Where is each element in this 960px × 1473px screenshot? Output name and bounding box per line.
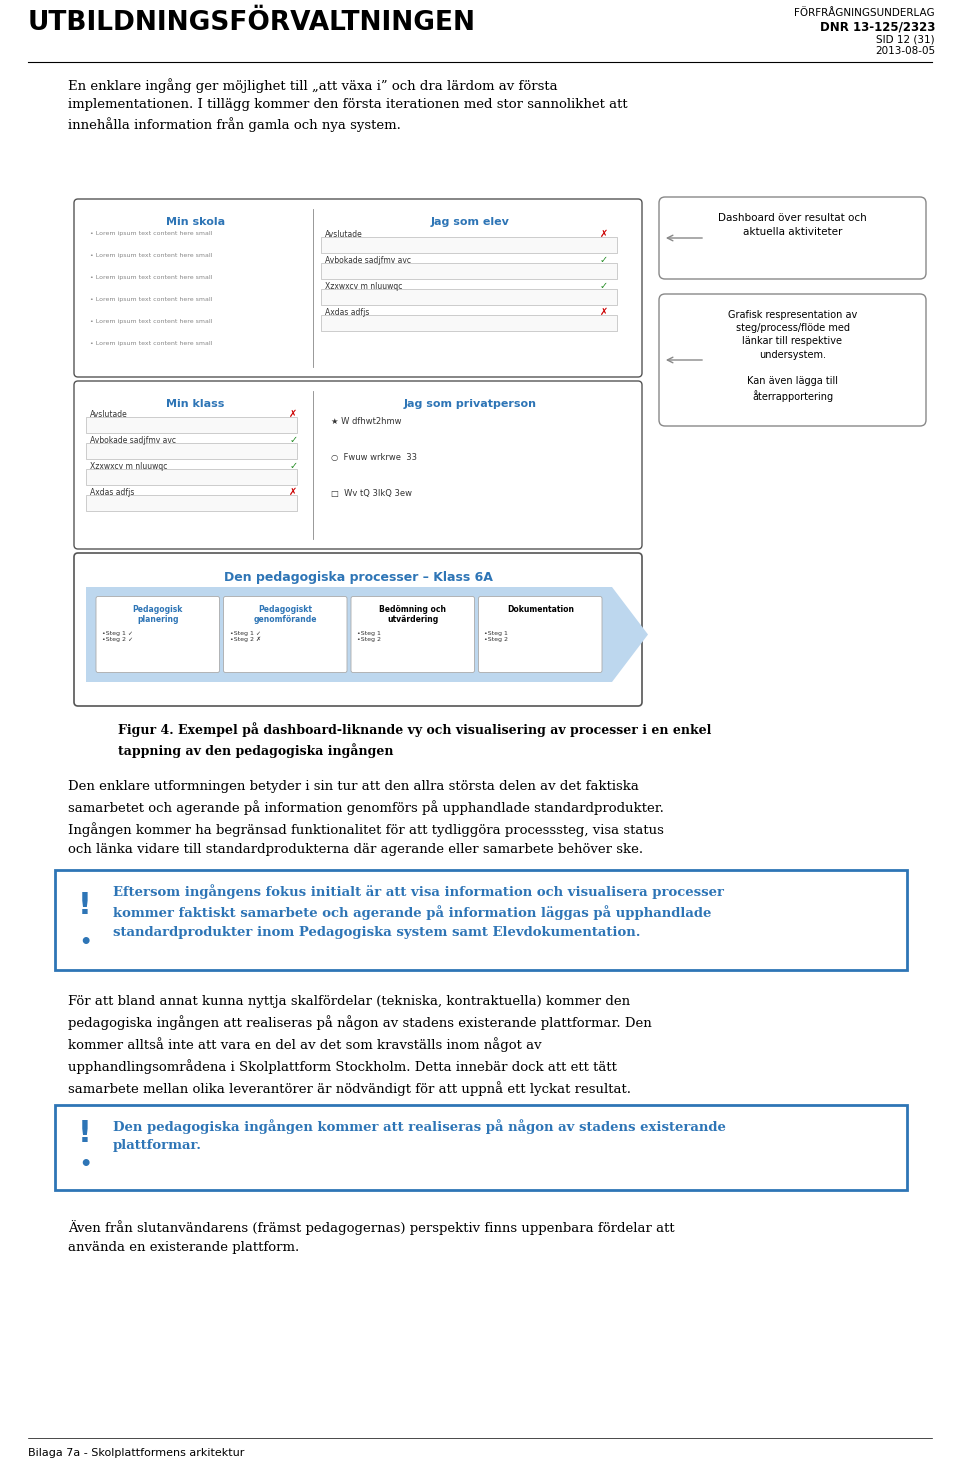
Text: Den pedagogiska ingången kommer att realiseras på någon av stadens existerande
p: Den pedagogiska ingången kommer att real… [113, 1119, 726, 1152]
Text: •: • [79, 932, 91, 952]
Text: 2013-08-05: 2013-08-05 [875, 46, 935, 56]
Text: Grafisk respresentation av
steg/process/flöde med
länkar till respektive
undersy: Grafisk respresentation av steg/process/… [728, 309, 857, 402]
Text: För att bland annat kunna nyttja skalfördelar (tekniska, kontraktuella) kommer d: För att bland annat kunna nyttja skalför… [68, 994, 652, 1096]
Text: Bilaga 7a - Skolplattformens arkitektur: Bilaga 7a - Skolplattformens arkitektur [28, 1448, 245, 1458]
FancyBboxPatch shape [351, 597, 474, 673]
Text: •Steg 1 ✓
•Steg 2 ✗: •Steg 1 ✓ •Steg 2 ✗ [229, 630, 261, 642]
FancyBboxPatch shape [224, 597, 347, 673]
Text: FÖRFRÅGNINGSUNDERLAG: FÖRFRÅGNINGSUNDERLAG [794, 7, 935, 18]
Text: Min klass: Min klass [166, 399, 225, 409]
Text: •: • [79, 1155, 91, 1174]
Polygon shape [86, 588, 648, 682]
Bar [86, 495, 298, 511]
Bar [322, 315, 616, 331]
Text: ✓: ✓ [289, 461, 298, 471]
FancyBboxPatch shape [74, 199, 642, 377]
Text: Xzxwxcv m nluuwqc: Xzxwxcv m nluuwqc [325, 281, 402, 292]
Text: Axdas adfjs: Axdas adfjs [90, 488, 134, 496]
FancyBboxPatch shape [659, 197, 926, 278]
Text: Figur 4. Exempel på dashboard-liknande vy och visualisering av processer i en en: Figur 4. Exempel på dashboard-liknande v… [118, 722, 711, 757]
Bar [322, 237, 616, 253]
Bar [322, 289, 616, 305]
Bar [322, 264, 616, 278]
Text: Min skola: Min skola [166, 217, 226, 227]
Text: ○  Fwuw wrkrwe  33: ○ Fwuw wrkrwe 33 [331, 454, 418, 463]
Text: Jag som privatperson: Jag som privatperson [403, 399, 537, 409]
Text: Xzxwxcv m nluuwqc: Xzxwxcv m nluuwqc [90, 463, 167, 471]
Text: ✗: ✗ [289, 409, 298, 418]
Text: • Lorem ipsum text content here small: • Lorem ipsum text content here small [90, 298, 212, 302]
Text: !: ! [78, 891, 92, 919]
Text: Eftersom ingångens fokus initialt är att visa information och visualisera proces: Eftersom ingångens fokus initialt är att… [113, 884, 724, 938]
Text: Även från slutanvändarens (främst pedagogernas) perspektiv finns uppenbara förde: Även från slutanvändarens (främst pedago… [68, 1220, 675, 1254]
Text: • Lorem ipsum text content here small: • Lorem ipsum text content here small [90, 275, 212, 280]
Text: UTBILDNINGSFÖRVALTNINGEN: UTBILDNINGSFÖRVALTNINGEN [28, 10, 476, 35]
Text: • Lorem ipsum text content here small: • Lorem ipsum text content here small [90, 253, 212, 258]
FancyBboxPatch shape [55, 871, 907, 971]
Text: Bedömning och
utvärdering: Bedömning och utvärdering [379, 604, 446, 625]
Text: □  Wv tQ 3IkQ 3ew: □ Wv tQ 3IkQ 3ew [331, 489, 412, 498]
FancyBboxPatch shape [74, 552, 642, 706]
FancyBboxPatch shape [96, 597, 220, 673]
Text: ✓: ✓ [600, 255, 608, 265]
Text: • Lorem ipsum text content here small: • Lorem ipsum text content here small [90, 342, 212, 346]
Text: Jag som elev: Jag som elev [431, 217, 510, 227]
Text: ✗: ✗ [289, 488, 298, 496]
Text: Pedagogisk
planering: Pedagogisk planering [132, 604, 183, 625]
Text: •Steg 1
•Steg 2: •Steg 1 •Steg 2 [357, 630, 381, 642]
Text: !: ! [78, 1118, 92, 1147]
Text: Den enklare utformningen betyder i sin tur att den allra största delen av det fa: Den enklare utformningen betyder i sin t… [68, 781, 664, 856]
Text: ✓: ✓ [289, 435, 298, 445]
Text: Avbokade sadjfmv avc: Avbokade sadjfmv avc [325, 256, 411, 265]
Text: Dashboard över resultat och
aktuella aktiviteter: Dashboard över resultat och aktuella akt… [718, 214, 867, 237]
Bar [86, 443, 298, 460]
Text: Axdas adfjs: Axdas adfjs [325, 308, 370, 317]
FancyBboxPatch shape [55, 1105, 907, 1190]
Text: SID 12 (31): SID 12 (31) [876, 34, 935, 44]
Text: ✓: ✓ [600, 281, 608, 292]
Text: • Lorem ipsum text content here small: • Lorem ipsum text content here small [90, 320, 212, 324]
Text: ✗: ✗ [600, 228, 608, 239]
Text: Dokumentation: Dokumentation [507, 604, 574, 613]
Text: ★ W dfhwt2hmw: ★ W dfhwt2hmw [331, 417, 401, 426]
Text: •Steg 1
•Steg 2: •Steg 1 •Steg 2 [485, 630, 509, 642]
Text: Avslutade: Avslutade [90, 409, 128, 418]
Text: Den pedagogiska processer – Klass 6A: Den pedagogiska processer – Klass 6A [224, 572, 492, 583]
Text: • Lorem ipsum text content here small: • Lorem ipsum text content here small [90, 231, 212, 236]
Text: Avslutade: Avslutade [325, 230, 363, 239]
Bar [86, 417, 298, 433]
Text: En enklare ingång ger möjlighet till „att växa i” och dra lärdom av första
imple: En enklare ingång ger möjlighet till „at… [68, 78, 628, 131]
Text: DNR 13-125/2323: DNR 13-125/2323 [820, 21, 935, 32]
Text: ✗: ✗ [600, 306, 608, 317]
Text: •Steg 1 ✓
•Steg 2 ✓: •Steg 1 ✓ •Steg 2 ✓ [102, 630, 133, 642]
FancyBboxPatch shape [659, 295, 926, 426]
FancyBboxPatch shape [478, 597, 602, 673]
Text: Pedagogiskt
genomförande: Pedagogiskt genomförande [253, 604, 317, 625]
Bar [86, 468, 298, 485]
Text: Avbokade sadjfmv avc: Avbokade sadjfmv avc [90, 436, 176, 445]
FancyBboxPatch shape [74, 382, 642, 549]
